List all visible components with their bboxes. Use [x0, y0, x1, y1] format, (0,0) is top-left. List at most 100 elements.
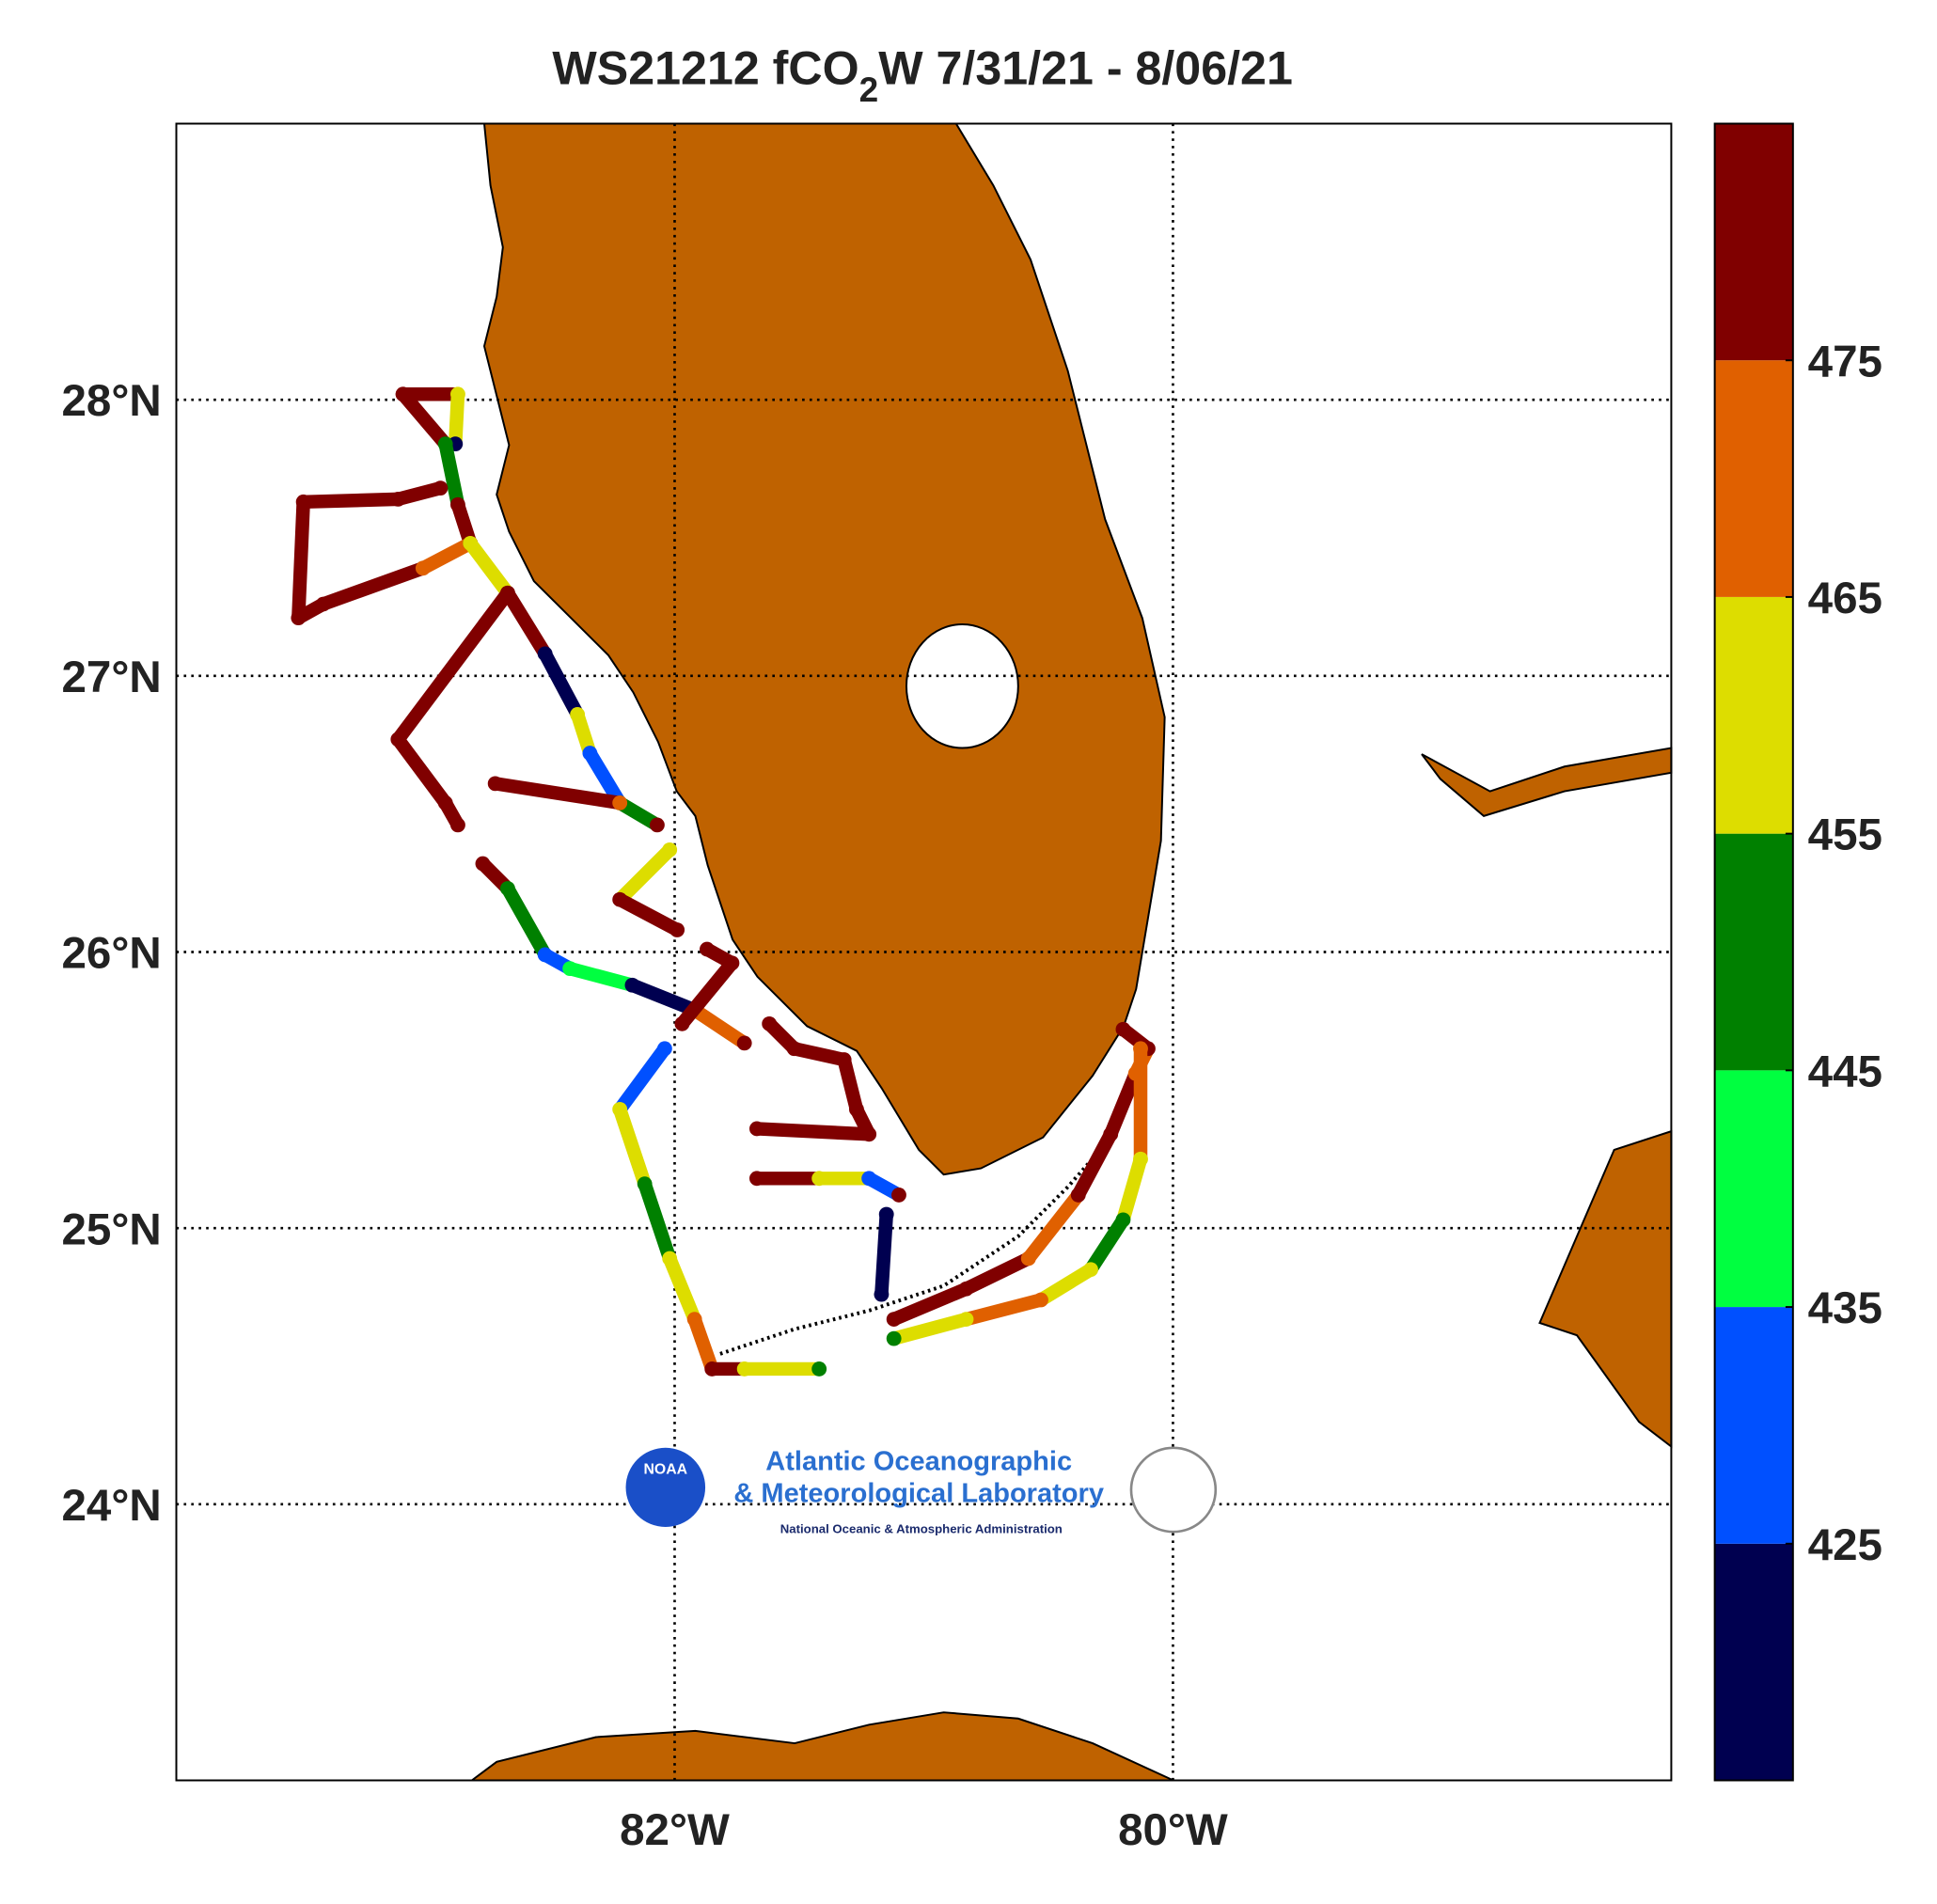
track-point — [1070, 1188, 1086, 1203]
track-point — [811, 1171, 827, 1187]
track-point — [395, 386, 411, 402]
colorbar-bin — [1714, 360, 1793, 597]
y-tick-label: 26°N — [61, 929, 161, 979]
track-point — [662, 842, 678, 858]
colorbar-bin — [1714, 1543, 1793, 1781]
x-tick-label: 80°W — [1118, 1805, 1228, 1855]
title: WS21212 fCO2W 7/31/21 - 8/06/21 — [552, 42, 1292, 109]
track-segment — [1116, 1152, 1148, 1227]
track-segment — [612, 892, 685, 937]
track-segment — [562, 961, 639, 992]
logo-line: & Meteorological Laboratory — [733, 1479, 1104, 1509]
plot-frame — [175, 122, 1673, 1782]
track-point — [861, 1126, 877, 1142]
y-tick-label: 24°N — [61, 1481, 161, 1531]
track-segment — [959, 1251, 1036, 1297]
track-point — [437, 795, 453, 810]
track-point — [570, 707, 586, 722]
florida — [482, 122, 1166, 1176]
track-segment — [662, 1251, 701, 1327]
track-point — [748, 1121, 764, 1137]
track-segment — [1071, 1127, 1118, 1203]
track-point — [874, 1286, 890, 1302]
logo: NOAA Atlantic Oceanographic & Meteorolog… — [625, 1446, 1218, 1536]
track-point — [669, 922, 685, 937]
track-segment — [1083, 1213, 1130, 1277]
track-point — [700, 941, 715, 957]
colorbar-tick-label: 455 — [1808, 810, 1882, 860]
track-segment — [612, 842, 677, 906]
track-segment — [787, 1042, 851, 1067]
track-segment — [500, 881, 552, 962]
noaa-emblem — [625, 1447, 706, 1527]
colorbar-bin — [1714, 1307, 1793, 1544]
track-point — [582, 746, 598, 761]
colorbar-bin — [1714, 833, 1793, 1071]
track-point — [886, 1330, 902, 1346]
track-segment — [583, 746, 627, 810]
track-point — [1133, 1151, 1148, 1167]
track-point — [390, 732, 406, 747]
track-segment — [612, 1042, 672, 1117]
y-tick-label: 27°N — [61, 653, 161, 702]
track-point — [958, 1312, 974, 1327]
track-point — [704, 1361, 720, 1377]
track-point — [1115, 1021, 1131, 1037]
colorbar-tick-label: 475 — [1808, 337, 1882, 386]
track-segment — [296, 492, 405, 510]
track-segment — [638, 1176, 677, 1266]
colorbar-tick-label: 465 — [1808, 574, 1882, 623]
track-segment — [391, 586, 515, 747]
track-point — [811, 1361, 827, 1377]
track-segment — [316, 561, 431, 611]
track-point — [415, 560, 431, 576]
track-segment — [887, 1312, 973, 1345]
track-segment — [463, 536, 515, 600]
track-segment — [687, 1312, 719, 1377]
track-point — [390, 491, 406, 507]
track-segment — [837, 1052, 864, 1117]
colorbar-bin — [1714, 596, 1793, 834]
track-point — [315, 596, 331, 612]
colorbar-bin — [1714, 1070, 1793, 1308]
track-point — [624, 977, 640, 993]
title-part: WS21212 fCO — [552, 42, 858, 95]
track-point — [295, 494, 311, 510]
axes: 82°W 80°W 24°N 25°N 26°N 27°N 28°N — [61, 376, 1228, 1855]
track-segment — [959, 1293, 1048, 1327]
track-point — [437, 436, 453, 452]
track-segment — [538, 647, 585, 722]
track-point — [762, 1015, 778, 1031]
track-segment — [291, 495, 310, 625]
track-point — [1020, 1251, 1036, 1267]
colorbar: 425 435 445 455 465 475 — [1713, 122, 1882, 1782]
track-segment — [874, 1207, 893, 1301]
track-point — [836, 1052, 852, 1067]
track-point — [674, 1015, 690, 1031]
florida-keys — [719, 1136, 1113, 1356]
track-segment — [612, 1102, 652, 1191]
track-point — [500, 585, 515, 601]
track-segment — [625, 978, 701, 1017]
colorbar-frame — [1713, 122, 1794, 1782]
track-point — [878, 1206, 894, 1222]
track-segment — [488, 777, 627, 810]
ship-track — [291, 386, 1156, 1377]
track-segment — [887, 1282, 973, 1327]
cuba — [468, 1711, 1174, 1782]
title-subscript: 2 — [859, 71, 879, 109]
aoml-emblem — [1129, 1446, 1218, 1534]
track-point — [786, 1041, 802, 1057]
track-segment — [500, 586, 552, 661]
track-point — [748, 1171, 764, 1187]
y-tick-label: 28°N — [61, 376, 161, 426]
track-segment — [687, 1002, 751, 1050]
colorbar-tick-label: 445 — [1808, 1047, 1882, 1097]
track-segment — [675, 956, 739, 1031]
land — [468, 122, 1673, 1782]
track-segment — [396, 387, 452, 451]
colorbar-bin — [1714, 123, 1793, 361]
track-point — [886, 1312, 902, 1327]
track-point — [463, 535, 479, 551]
